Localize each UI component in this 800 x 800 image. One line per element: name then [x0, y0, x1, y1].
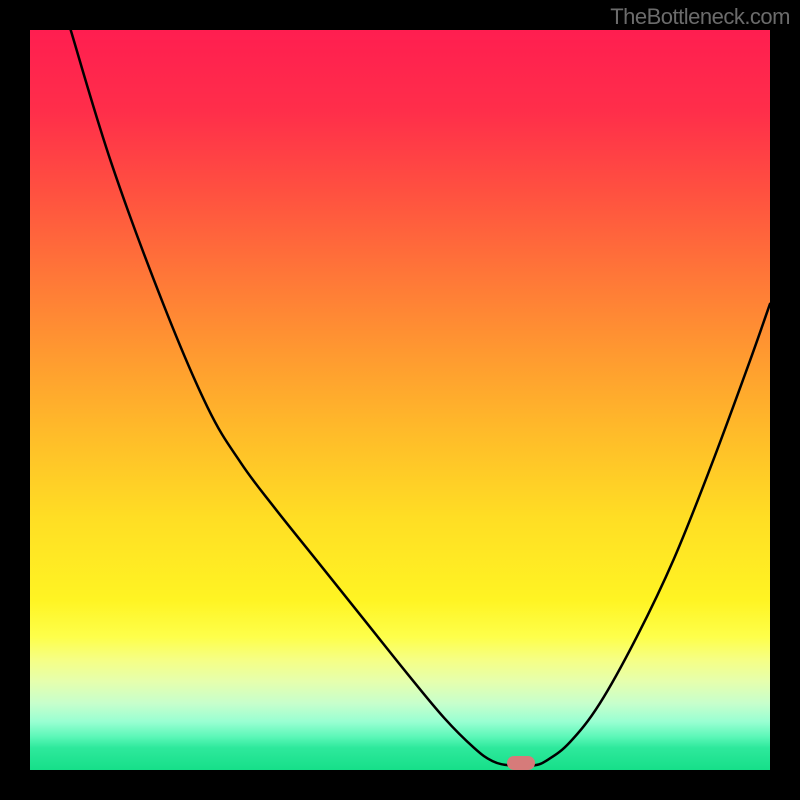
- optimal-marker: [507, 756, 535, 770]
- watermark-text: TheBottleneck.com: [610, 4, 790, 30]
- bottleneck-curve: [71, 30, 770, 766]
- plot-area: [30, 30, 770, 770]
- chart-canvas: TheBottleneck.com: [0, 0, 800, 800]
- curve-layer: [30, 30, 770, 770]
